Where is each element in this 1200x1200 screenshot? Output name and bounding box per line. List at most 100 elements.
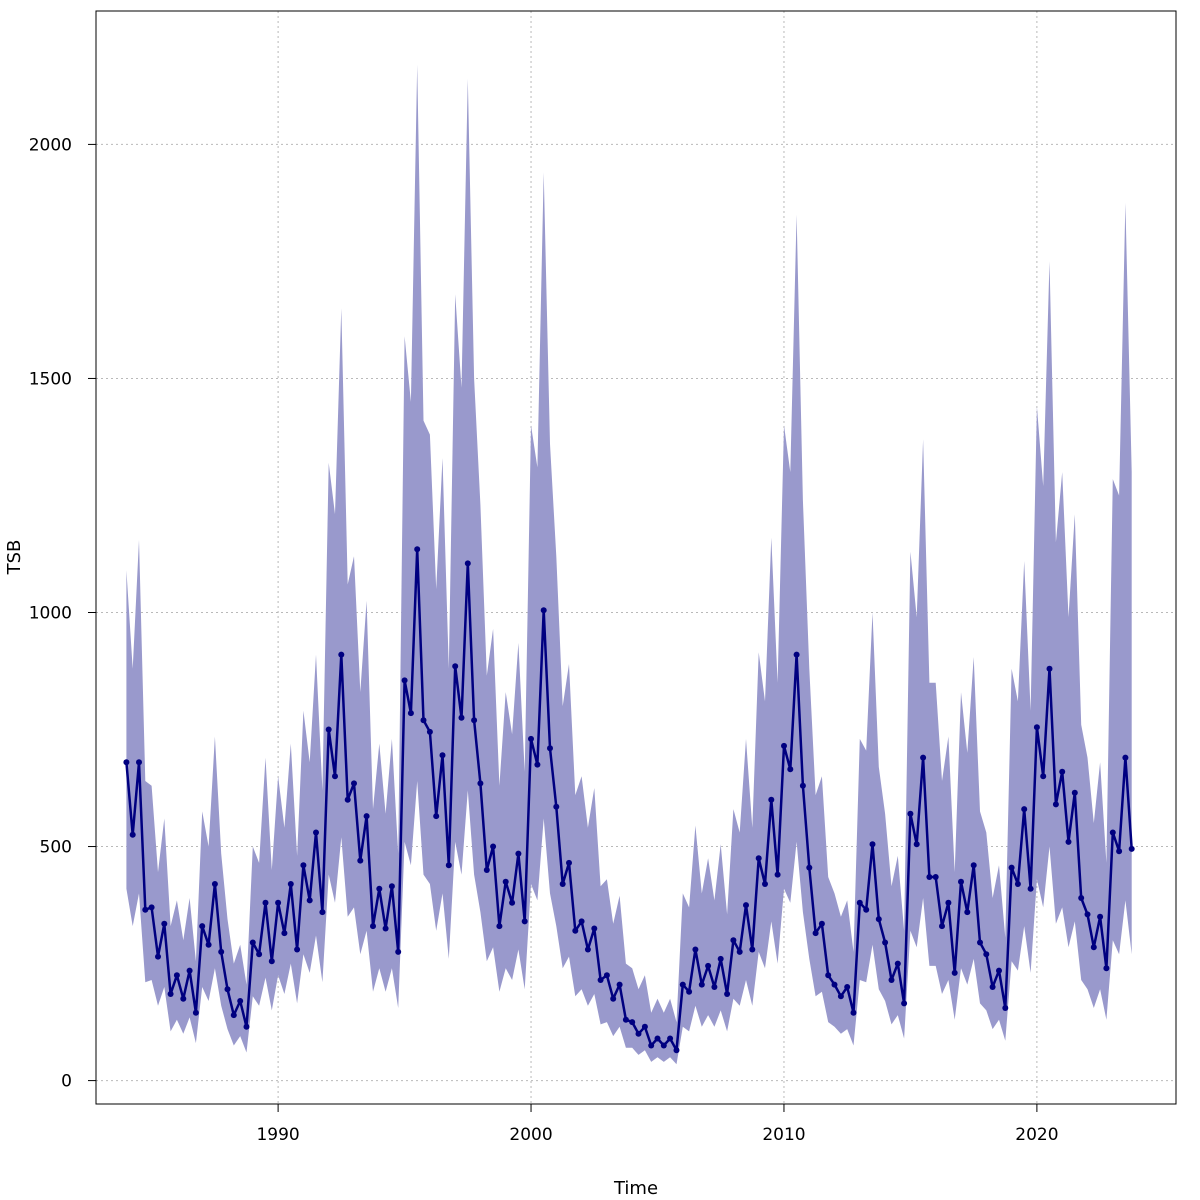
data-point: [521, 918, 528, 925]
data-point: [237, 998, 244, 1004]
data-point: [180, 995, 187, 1002]
data-point: [825, 972, 832, 979]
data-point: [920, 754, 927, 761]
series-line: [125, 548, 1133, 1052]
data-point: [294, 946, 301, 953]
data-point: [281, 930, 288, 937]
data-point: [1002, 1005, 1009, 1011]
data-point: [622, 1016, 629, 1023]
data-point: [673, 1047, 680, 1054]
data-point: [136, 759, 142, 766]
data-point: [907, 810, 914, 817]
data-point: [806, 864, 813, 871]
x-tick-label: 1990: [256, 1125, 299, 1145]
data-point: [319, 909, 326, 916]
data-point: [559, 881, 566, 887]
data-point: [262, 899, 269, 906]
data-point: [123, 759, 130, 766]
data-point: [376, 885, 383, 892]
data-point: [584, 946, 591, 953]
data-point: [648, 1042, 655, 1049]
data-point: [268, 958, 275, 965]
data-point: [882, 939, 889, 946]
data-point: [667, 1035, 674, 1042]
data-point: [351, 780, 357, 787]
data-point: [452, 663, 459, 670]
data-point: [199, 923, 206, 930]
plot-frame: [95, 10, 1177, 1105]
data-point: [553, 803, 560, 810]
data-point: [958, 878, 964, 885]
data-point: [300, 862, 307, 869]
data-point: [932, 874, 939, 880]
data-point: [983, 951, 990, 958]
x-tick-label: 2010: [762, 1125, 805, 1145]
y-tick-label: 0: [61, 1072, 72, 1092]
data-point: [844, 984, 851, 990]
data-point: [977, 939, 983, 946]
data-point: [989, 984, 996, 990]
data-point: [1071, 789, 1078, 796]
x-tick-label: 2020: [1015, 1125, 1058, 1145]
data-point: [755, 855, 762, 862]
data-point: [730, 937, 737, 944]
data-point: [837, 993, 844, 1000]
data-point: [736, 948, 743, 955]
series-points: [123, 546, 1135, 1054]
data-point: [211, 881, 218, 887]
data-point: [1090, 944, 1097, 951]
data-point: [1109, 829, 1116, 836]
data-point: [338, 651, 345, 658]
data-point: [496, 923, 503, 930]
data-point: [970, 862, 977, 869]
data-point: [566, 859, 572, 866]
data-point: [578, 918, 585, 925]
data-point: [635, 1030, 642, 1037]
data-point: [1040, 773, 1047, 780]
data-point: [572, 927, 579, 934]
data-point: [1052, 801, 1059, 808]
data-point: [458, 714, 465, 721]
x-axis-title: Time: [613, 1178, 658, 1199]
data-point: [939, 923, 945, 930]
data-point: [224, 986, 231, 993]
data-point: [1033, 724, 1040, 731]
data-point: [534, 761, 541, 768]
data-point: [913, 841, 920, 848]
data-point: [483, 867, 490, 873]
data-point: [1103, 965, 1110, 972]
data-point: [129, 831, 136, 838]
data-point: [875, 916, 882, 923]
data-point: [1027, 885, 1034, 892]
data-point: [603, 972, 610, 979]
data-point: [818, 920, 825, 927]
data-point: [540, 607, 547, 614]
data-point: [597, 977, 604, 983]
y-axis: 0 500 1000 1500 2000: [29, 135, 96, 1092]
data-point: [1059, 768, 1066, 775]
data-point: [167, 991, 174, 997]
data-point: [901, 1000, 908, 1007]
data-point: [692, 946, 699, 953]
data-point: [781, 742, 787, 749]
data-point: [863, 906, 870, 913]
y-tick-label: 1000: [29, 604, 72, 624]
data-point: [426, 728, 433, 735]
data-point: [148, 904, 155, 911]
data-point: [629, 1019, 636, 1026]
data-point: [490, 843, 497, 850]
data-point: [155, 953, 161, 960]
data-point: [951, 969, 958, 976]
data-point: [332, 773, 338, 780]
data-point: [641, 1023, 648, 1030]
data-point: [1014, 881, 1021, 887]
data-point: [357, 857, 364, 864]
data-point: [1084, 911, 1091, 918]
data-point: [762, 881, 768, 887]
data-point: [218, 948, 225, 955]
data-point: [370, 923, 376, 930]
data-point: [186, 967, 193, 974]
data-point: [464, 560, 471, 567]
data-point: [420, 717, 427, 724]
